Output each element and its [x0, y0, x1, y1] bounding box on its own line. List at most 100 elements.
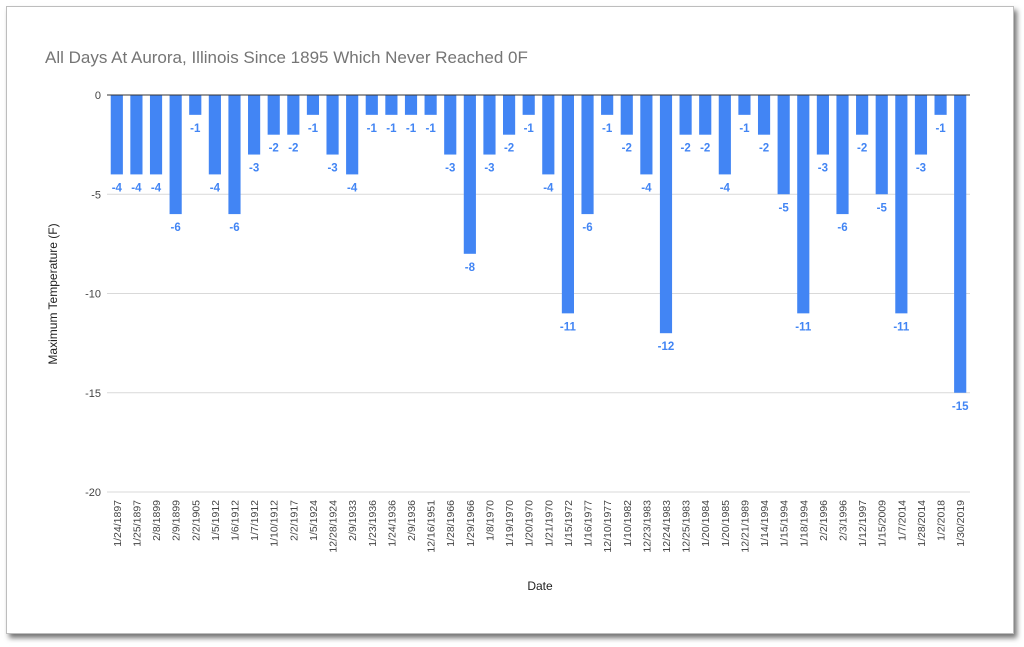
bar: [914, 95, 928, 155]
bar: [875, 95, 888, 195]
bar: [895, 95, 908, 314]
bar: [699, 95, 712, 135]
data-label: -1: [406, 123, 417, 135]
x-tick-label: 2/9/1933: [347, 500, 359, 541]
data-label: -15: [952, 401, 969, 413]
data-label: -2: [288, 143, 298, 155]
x-tick-label: 1/20/1985: [720, 500, 732, 547]
x-tick-label: 1/21/1970: [543, 500, 555, 547]
gridlines: [107, 193, 970, 493]
x-tick-label: 1/24/1936: [386, 500, 398, 547]
y-tick-label: 0: [95, 90, 101, 102]
bar: [620, 95, 633, 135]
bar: [346, 95, 359, 175]
bar: [110, 95, 123, 175]
bar: [816, 95, 829, 155]
x-tick-label: 2/2/1905: [190, 500, 202, 541]
bar: [424, 95, 437, 115]
bars: [110, 95, 967, 393]
bar: [954, 95, 967, 393]
y-tick-label: -15: [85, 388, 101, 400]
x-tick-label: 12/25/1983: [681, 500, 693, 553]
bar: [522, 95, 535, 115]
data-label: -1: [386, 123, 397, 135]
x-tick-label: 1/7/1912: [249, 500, 261, 541]
bar: [856, 95, 869, 135]
data-label: -2: [622, 143, 632, 155]
x-tick-label: 1/30/2019: [955, 500, 967, 547]
bar: [444, 95, 457, 155]
data-label: -1: [524, 123, 535, 135]
x-tick-label: 1/19/1970: [504, 500, 516, 547]
data-label: -1: [190, 123, 201, 135]
bar: [640, 95, 653, 175]
data-label: -3: [249, 163, 259, 175]
data-label: -5: [779, 202, 790, 214]
data-label: -4: [641, 182, 652, 194]
y-tick-label: -20: [85, 487, 101, 499]
x-tick-label: 1/14/1994: [759, 500, 771, 547]
bar: [463, 95, 476, 254]
bar: [267, 95, 280, 135]
x-tick-label: 1/2/2018: [936, 500, 948, 541]
data-label: -4: [347, 182, 358, 194]
x-tick-label: 1/12/1997: [857, 500, 869, 547]
x-axis-ticks: 1/24/1897 1/25/1897 2/8/1899 2/9/1899 2/2/19…: [112, 500, 967, 553]
bar: [483, 95, 496, 155]
data-label: -1: [367, 123, 378, 135]
bar: [326, 95, 339, 155]
data-label: -12: [658, 341, 675, 353]
data-label: -11: [893, 321, 910, 333]
bar: [228, 95, 241, 215]
x-tick-label: 12/24/1983: [661, 500, 673, 553]
data-label: -1: [935, 123, 946, 135]
bar: [130, 95, 143, 175]
x-tick-label: 12/28/1924: [328, 500, 340, 553]
x-tick-label: 1/18/1994: [798, 500, 810, 547]
data-label: -11: [560, 321, 577, 333]
data-label: -1: [426, 123, 437, 135]
data-label: -4: [112, 182, 123, 194]
data-label: -3: [327, 163, 337, 175]
data-label: -4: [720, 182, 731, 194]
x-tick-label: 1/15/1972: [563, 500, 575, 547]
bar: [934, 95, 947, 115]
data-label: -3: [484, 163, 494, 175]
bar: [777, 95, 790, 195]
x-tick-label: 2/2/1996: [818, 500, 830, 541]
bar: [561, 95, 575, 314]
x-tick-label: 2/8/1899: [151, 500, 163, 541]
y-tick-label: -10: [85, 289, 101, 301]
x-tick-label: 12/23/1983: [641, 500, 653, 553]
data-label: -2: [680, 143, 690, 155]
bar: [757, 95, 771, 135]
bar: [601, 95, 614, 115]
bar: [718, 95, 731, 175]
data-label: -2: [504, 143, 514, 155]
data-label: -2: [759, 143, 769, 155]
data-label: -8: [465, 262, 476, 274]
bar: [404, 95, 418, 115]
bar: [248, 95, 261, 155]
bar: [365, 95, 378, 115]
data-label: -2: [857, 143, 867, 155]
x-tick-label: 1/28/2014: [916, 500, 928, 547]
bar: [208, 95, 221, 175]
data-label: -1: [308, 123, 319, 135]
data-label: -3: [445, 163, 455, 175]
x-tick-label: 2/2/1917: [288, 500, 300, 541]
x-tick-label: 1/20/1984: [700, 500, 712, 547]
data-label: -4: [131, 182, 142, 194]
bar: [385, 95, 398, 115]
x-tick-label: 1/7/2014: [896, 500, 908, 541]
x-tick-label: 1/20/1970: [524, 500, 536, 547]
x-tick-label: 1/10/1982: [622, 500, 634, 547]
x-tick-label: 1/10/1912: [269, 500, 281, 547]
data-label: -4: [543, 182, 554, 194]
x-tick-label: 1/15/2009: [877, 500, 889, 547]
data-label: -4: [151, 182, 162, 194]
bar: [659, 95, 673, 334]
bar: [189, 95, 202, 115]
x-tick-label: 1/16/1977: [583, 500, 595, 547]
x-tick-label: 1/5/1912: [210, 500, 222, 541]
